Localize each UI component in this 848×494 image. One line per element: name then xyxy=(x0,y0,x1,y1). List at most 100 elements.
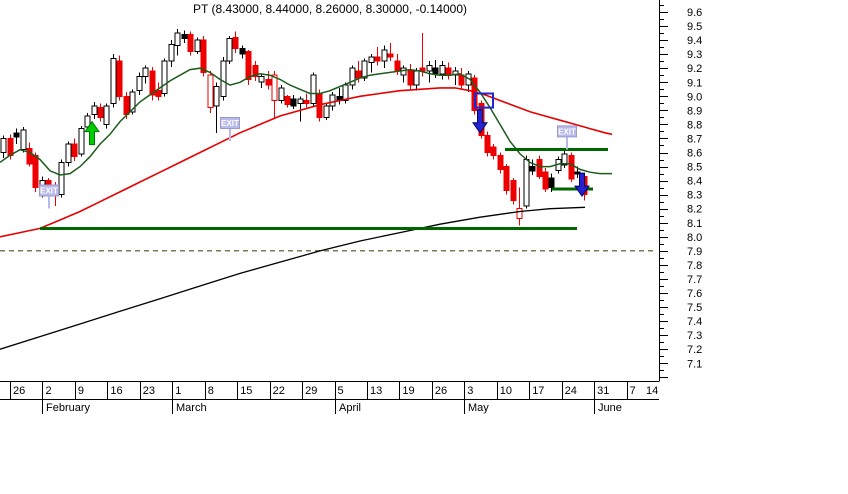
candle-body xyxy=(329,94,336,107)
week-label: 23 xyxy=(143,385,155,397)
y-axis-label: 8.9 xyxy=(687,105,702,117)
candle-body xyxy=(116,60,123,97)
week-label: 24 xyxy=(565,385,577,397)
sell-arrow-icon xyxy=(472,109,488,134)
y-axis-label: 8.0 xyxy=(687,232,702,244)
candle-body xyxy=(91,105,98,115)
candle-body xyxy=(187,34,194,52)
y-axis-label: 7.7 xyxy=(687,274,702,286)
candle xyxy=(303,93,310,108)
candle xyxy=(407,63,414,90)
candle xyxy=(490,144,497,160)
candle-body xyxy=(194,39,201,52)
week-label: 16 xyxy=(110,385,122,397)
candle-body xyxy=(323,105,330,118)
x-axis: 26 2 9 16 23 1 8 15 22 29 5 13 19 26 3 10 17 24 31 7 14Febru… xyxy=(0,381,659,414)
candle-body xyxy=(232,36,239,49)
candle xyxy=(103,103,110,129)
candle-body xyxy=(213,86,220,107)
month-label: May xyxy=(468,402,489,414)
candle xyxy=(220,56,227,101)
exit-label-box xyxy=(39,184,59,197)
candle xyxy=(510,177,517,205)
candle-body xyxy=(523,159,530,207)
week-label: 31 xyxy=(597,385,609,397)
buy-arrow-icon xyxy=(84,120,100,146)
candle xyxy=(426,61,433,83)
month-label: March xyxy=(176,402,207,414)
candle xyxy=(349,65,356,90)
long-ma xyxy=(0,87,613,238)
candle-body xyxy=(149,70,156,96)
y-axis-label: 8.4 xyxy=(687,176,702,188)
candle-body xyxy=(142,67,149,78)
month-label: April xyxy=(339,402,361,414)
candle-body xyxy=(71,143,78,158)
exit-signal-label: EXIT xyxy=(39,184,59,209)
y-axis-label: 9.5 xyxy=(687,21,702,33)
candle xyxy=(400,65,407,83)
candle xyxy=(181,30,188,43)
y-axis-label: 8.8 xyxy=(687,119,702,131)
candle-body xyxy=(297,98,304,104)
candle-body xyxy=(129,91,136,113)
week-label: 26 xyxy=(13,385,25,397)
candle-body xyxy=(484,135,491,154)
candle xyxy=(26,142,33,167)
candle-body xyxy=(97,107,104,118)
candle xyxy=(278,85,285,104)
week-label: 29 xyxy=(305,385,317,397)
candle xyxy=(561,151,568,168)
slow-ma xyxy=(0,206,586,350)
candle-body xyxy=(32,154,39,189)
candle-body xyxy=(78,128,85,155)
y-axis-label: 9.4 xyxy=(687,35,702,47)
candle xyxy=(387,42,394,62)
exit-label-text: EXIT xyxy=(40,187,58,196)
candle-body xyxy=(548,177,555,189)
exit-label-text: EXIT xyxy=(558,127,576,136)
y-axis-label: 8.6 xyxy=(687,148,702,160)
candle xyxy=(284,94,291,108)
candle-body xyxy=(349,67,356,86)
candle xyxy=(0,135,7,159)
candle-body xyxy=(155,90,162,97)
candle-body xyxy=(13,132,20,138)
y-axis-label: 9.2 xyxy=(687,63,702,75)
y-axis-label: 9.1 xyxy=(687,77,702,89)
candle-body xyxy=(252,64,259,78)
week-label: 2 xyxy=(46,385,52,397)
candle xyxy=(290,94,297,109)
candle-body xyxy=(271,74,278,101)
candle-body xyxy=(536,159,543,177)
candle xyxy=(65,141,72,167)
y-axis-label: 7.4 xyxy=(687,316,702,328)
exit-label-box xyxy=(220,117,240,129)
week-label: 10 xyxy=(500,385,512,397)
y-axis: 7.1 7.2 7.3 7.4 7.5 7.6 7.7 7.8 7.9 8.0 8.1 8.2 8.3 8… xyxy=(659,0,702,382)
week-label: 1 xyxy=(175,385,181,397)
candle-body xyxy=(103,105,110,125)
candle xyxy=(239,45,246,59)
candle-body xyxy=(200,39,207,73)
week-label: 13 xyxy=(370,385,382,397)
long-ma-line xyxy=(0,87,613,238)
candle xyxy=(497,152,504,174)
candle xyxy=(297,96,304,122)
candle-body xyxy=(490,146,497,156)
candle-body xyxy=(394,60,401,72)
candle-body xyxy=(452,70,459,76)
candle xyxy=(213,82,220,133)
candle-body xyxy=(174,32,181,47)
candle-body xyxy=(284,95,291,106)
candle-body xyxy=(303,100,310,104)
candle xyxy=(336,87,343,105)
candle xyxy=(136,72,143,95)
candle-body xyxy=(407,70,414,86)
week-label: 3 xyxy=(467,385,473,397)
week-label: 19 xyxy=(402,385,414,397)
candle xyxy=(71,138,78,161)
sell-arrow-icon xyxy=(574,172,590,197)
